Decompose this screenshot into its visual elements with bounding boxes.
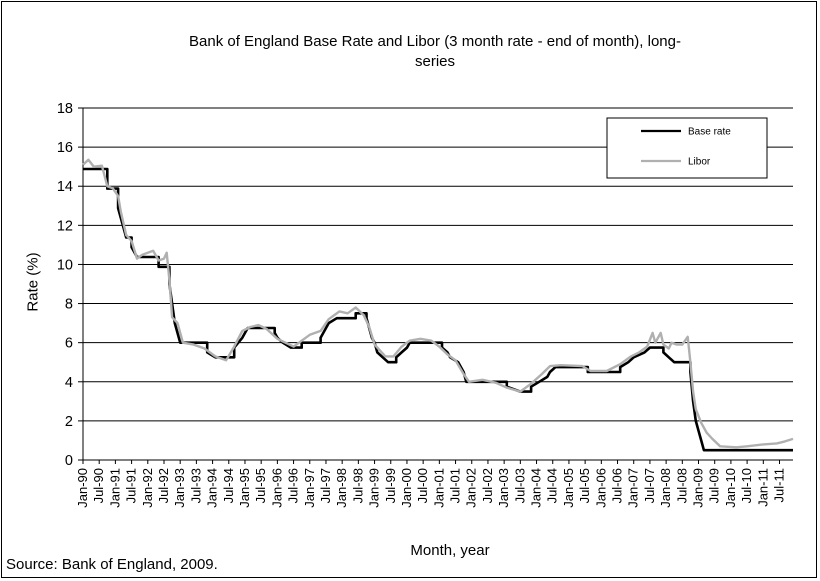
x-tick-label: Jul-98 <box>350 468 365 503</box>
legend <box>606 117 768 179</box>
x-tick-label: Jan-03 <box>496 468 511 508</box>
y-tick-label: 8 <box>65 297 73 313</box>
x-tick-label: Jul-99 <box>383 468 398 503</box>
series-line-libor <box>82 158 794 449</box>
x-tick-label: Jan-01 <box>431 468 446 508</box>
x-tick-label: Jan-94 <box>205 468 220 508</box>
x-tick-label: Jan-07 <box>626 468 641 508</box>
y-tick-label: 18 <box>57 101 73 117</box>
x-tick-label: Jan-05 <box>561 468 576 508</box>
x-axis-label: Month, year <box>410 542 490 559</box>
chart-title-line-2: series <box>414 53 455 70</box>
x-tick-label: Jul-91 <box>124 468 139 503</box>
x-tick-label: Jul-92 <box>156 468 171 503</box>
x-tick-label: Jul-10 <box>739 468 754 503</box>
x-tick-label: Jul-00 <box>415 468 430 503</box>
chart-title: Bank of England Base Rate and Libor (3 m… <box>95 32 775 72</box>
x-tick-label: Jul-01 <box>448 468 463 503</box>
legend-label: Libor <box>688 157 711 168</box>
x-tick-label: Jan-99 <box>367 468 382 508</box>
x-tick-label: Jan-06 <box>593 468 608 508</box>
x-tick-label: Jan-97 <box>302 468 317 508</box>
y-tick-label: 0 <box>65 453 73 469</box>
x-tick-label: Jan-00 <box>399 468 414 508</box>
x-tick-label: Jul-09 <box>707 468 722 503</box>
chart-title-line-1: Bank of England Base Rate and Libor (3 m… <box>189 33 681 50</box>
source-note: Source: Bank of England, 2009. <box>6 556 218 573</box>
x-tick-label: Jul-02 <box>480 468 495 503</box>
x-tick-label: Jan-10 <box>723 468 738 508</box>
x-tick-label: Jan-96 <box>269 468 284 508</box>
x-tick-label: Jul-04 <box>545 468 560 503</box>
y-axis-label: Rate (%) <box>24 252 42 312</box>
y-tick-label: 2 <box>65 414 73 430</box>
x-tick-label: Jul-94 <box>221 468 236 503</box>
y-tick-label: 4 <box>65 375 73 391</box>
y-tick-label: 14 <box>57 179 73 195</box>
legend-label: Base rate <box>688 127 731 138</box>
x-tick-label: Jan-11 <box>755 468 770 507</box>
x-tick-label: Jul-11 <box>772 468 787 502</box>
x-tick-label: Jul-05 <box>577 468 592 503</box>
y-tick-label: 12 <box>57 218 73 234</box>
x-tick-label: Jul-95 <box>253 468 268 503</box>
x-tick-label: Jul-97 <box>318 468 333 503</box>
x-tick-label: Jul-08 <box>674 468 689 503</box>
x-tick-label: Jan-91 <box>107 468 122 508</box>
series-line-base-rate <box>83 167 793 452</box>
x-tick-label: Jul-96 <box>286 468 301 503</box>
x-tick-label: Jan-09 <box>691 468 706 508</box>
x-tick-label: Jan-08 <box>658 468 673 508</box>
y-tick-label: 6 <box>65 336 73 352</box>
y-tick-label: 10 <box>57 257 73 273</box>
x-tick-label: Jan-04 <box>529 468 544 508</box>
x-tick-label: Jan-02 <box>464 468 479 508</box>
x-tick-label: Jan-95 <box>237 468 252 508</box>
x-tick-label: Jul-03 <box>512 468 527 503</box>
x-tick-label: Jan-92 <box>140 468 155 508</box>
x-tick-label: Jul-93 <box>188 468 203 503</box>
x-tick-label: Jul-06 <box>610 468 625 503</box>
x-tick-label: Jul-07 <box>642 468 657 503</box>
y-tick-label: 16 <box>57 140 73 156</box>
x-tick-label: Jan-90 <box>75 468 90 508</box>
x-tick-label: Jan-93 <box>172 468 187 508</box>
x-tick-label: Jan-98 <box>334 468 349 508</box>
x-tick-label: Jul-90 <box>91 468 106 503</box>
